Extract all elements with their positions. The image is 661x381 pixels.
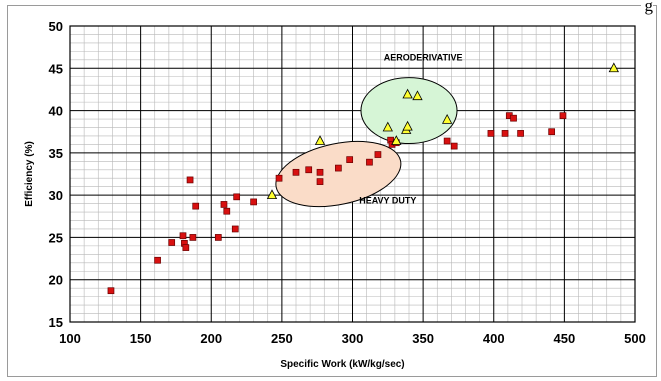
y-tick-label: 50 bbox=[49, 19, 63, 34]
x-tick-label: 200 bbox=[200, 331, 222, 346]
series-triangle-markers bbox=[266, 62, 619, 200]
data-point-square bbox=[487, 130, 495, 137]
x-tick-label: 400 bbox=[483, 331, 505, 346]
data-point-square bbox=[250, 198, 257, 206]
y-tick-label: 40 bbox=[49, 104, 63, 119]
data-point-triangle bbox=[441, 114, 453, 124]
data-point-square bbox=[192, 202, 200, 210]
data-point-square bbox=[220, 201, 228, 208]
data-point-square bbox=[214, 234, 222, 241]
data-point-triangle bbox=[402, 88, 413, 99]
data-point-square bbox=[374, 151, 382, 158]
data-point-square bbox=[501, 130, 509, 137]
data-point-square bbox=[548, 128, 556, 136]
data-point-square bbox=[223, 207, 231, 215]
data-point-square bbox=[154, 256, 161, 264]
data-point-square bbox=[316, 168, 324, 176]
y-tick-label: 35 bbox=[49, 146, 63, 161]
y-tick-label: 15 bbox=[49, 315, 63, 330]
data-point-triangle bbox=[412, 90, 423, 101]
x-axis-title: Specific Work (kW/kg/sec) bbox=[280, 359, 404, 370]
plot-border bbox=[69, 25, 636, 323]
x-tick-label: 100 bbox=[59, 331, 81, 346]
y-tick-label: 30 bbox=[49, 188, 63, 203]
data-point-square bbox=[231, 225, 239, 233]
data-point-square bbox=[233, 193, 241, 201]
x-tick-label: 450 bbox=[554, 331, 576, 346]
data-point-square bbox=[107, 287, 115, 295]
x-tick-label: 150 bbox=[130, 331, 152, 346]
data-point-square bbox=[443, 137, 451, 145]
data-point-triangle bbox=[382, 121, 393, 132]
data-point-triangle bbox=[391, 135, 402, 145]
annotation-label: HEAVY DUTY bbox=[359, 196, 416, 206]
data-point-triangle bbox=[608, 62, 619, 73]
annotation-label: AERODERIVATIVE bbox=[384, 53, 463, 63]
data-point-square bbox=[275, 174, 283, 182]
data-point-square bbox=[292, 168, 300, 176]
data-point-square bbox=[346, 156, 354, 163]
data-point-square bbox=[182, 244, 190, 251]
data-point-square bbox=[517, 130, 524, 137]
data-point-square bbox=[450, 142, 458, 150]
data-point-square bbox=[189, 234, 197, 241]
data-point-square bbox=[510, 114, 517, 122]
data-point-square bbox=[559, 112, 567, 119]
x-tick-label: 300 bbox=[342, 331, 364, 346]
y-tick-label: 20 bbox=[49, 273, 63, 288]
data-point-square bbox=[316, 178, 324, 185]
data-point-square bbox=[305, 166, 313, 174]
data-point-triangle bbox=[402, 120, 413, 131]
data-point-square bbox=[335, 164, 342, 172]
data-point-square bbox=[366, 158, 373, 166]
heavy-duty-region bbox=[275, 140, 402, 208]
chart-frame bbox=[7, 5, 657, 377]
x-tick-label: 250 bbox=[271, 331, 293, 346]
x-tick-label: 350 bbox=[412, 331, 434, 346]
x-tick-label: 500 bbox=[624, 331, 646, 346]
data-point-square bbox=[168, 239, 176, 246]
y-axis-title: Efficiency (%) bbox=[24, 141, 35, 207]
data-point-triangle bbox=[266, 189, 278, 200]
top-right-text: g bbox=[640, 0, 653, 16]
y-tick-label: 25 bbox=[49, 230, 63, 245]
data-point-square bbox=[179, 232, 187, 240]
y-tick-label: 45 bbox=[49, 61, 63, 76]
data-point-triangle bbox=[314, 135, 326, 145]
data-point-square bbox=[186, 176, 194, 184]
